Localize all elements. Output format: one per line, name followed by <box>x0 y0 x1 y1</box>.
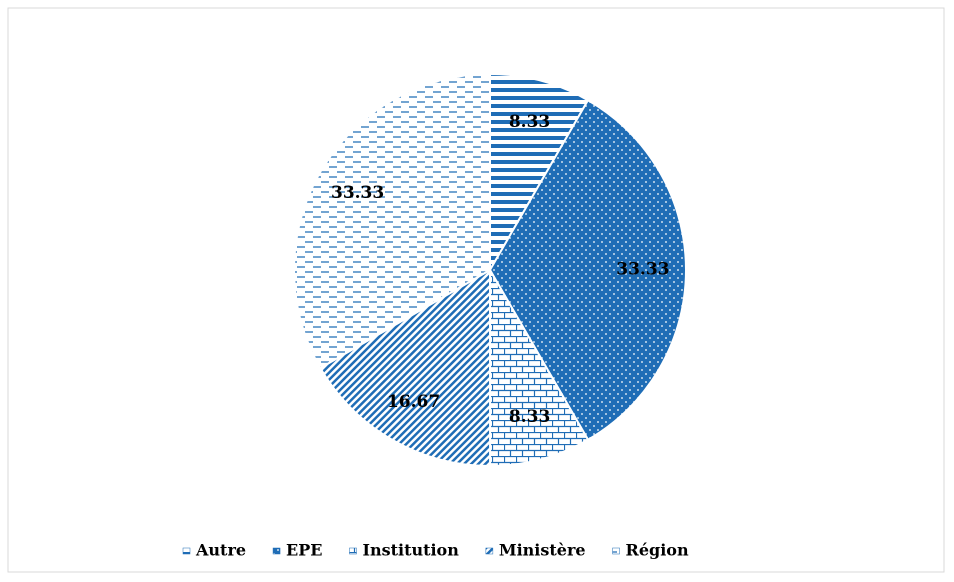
data-label: 16.67 <box>387 392 440 412</box>
legend-label: Ministère <box>499 541 586 560</box>
legend-swatch <box>182 547 191 555</box>
data-label: 33.33 <box>616 259 669 279</box>
pie-slice <box>488 98 687 442</box>
data-label: 33.33 <box>331 183 384 203</box>
pie-slice <box>318 268 492 468</box>
pie-slice <box>489 72 590 274</box>
legend-swatch <box>612 547 620 555</box>
legend-label: Institution <box>362 541 459 560</box>
data-label: 8.33 <box>509 112 550 132</box>
data-label: 8.33 <box>509 407 550 427</box>
pie-slice <box>488 266 590 468</box>
legend-swatch <box>349 547 357 555</box>
legend-swatch <box>272 547 281 555</box>
legend-swatch <box>485 547 494 555</box>
legend-label: EPE <box>286 541 322 560</box>
pie-slice <box>293 72 491 370</box>
legend-label: Autre <box>195 541 246 560</box>
legend-label: Région <box>626 541 689 560</box>
